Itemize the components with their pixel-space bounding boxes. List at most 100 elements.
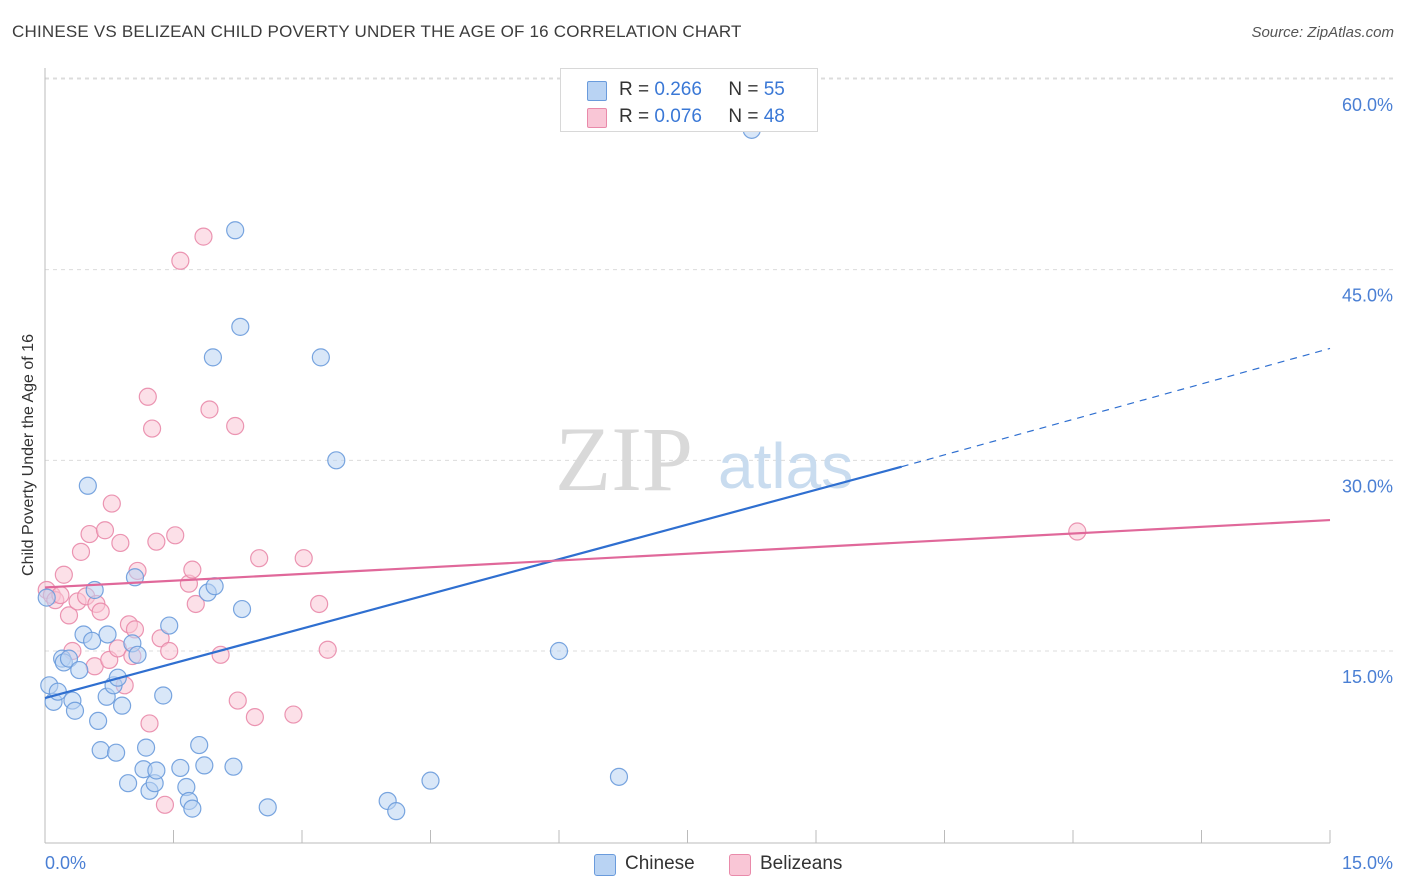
chinese-trend-line xyxy=(44,465,902,700)
belizean-trend-line xyxy=(44,518,1331,589)
legend-r-label-chinese: R = xyxy=(619,79,650,100)
belizean-point xyxy=(245,707,264,727)
chinese-point xyxy=(118,774,138,793)
chinese-point xyxy=(65,701,85,720)
data-points xyxy=(37,120,1087,821)
belizean-point xyxy=(318,640,337,659)
y-tick-label: 30.0% xyxy=(1342,476,1393,496)
source-label: Source: ZipAtlas.com xyxy=(1251,24,1394,41)
tick-labels: 15.0% 30.0% 45.0% 60.0% 0.0% 15.0% xyxy=(45,95,1393,873)
legend-n-value-chinese: 55 xyxy=(763,79,785,100)
legend-r-value-chinese: 0.266 xyxy=(654,79,702,100)
trend-lines xyxy=(44,347,1331,700)
chinese-point xyxy=(78,476,97,495)
series-label-chinese: Chinese xyxy=(625,853,695,874)
belizean-point xyxy=(183,560,202,579)
chinese-point xyxy=(59,649,79,668)
chinese-point xyxy=(136,738,156,757)
series-swatch-belizean xyxy=(729,854,751,876)
chinese-point xyxy=(232,599,252,619)
chinese-point xyxy=(609,767,629,786)
watermark-atlas: atlas xyxy=(718,430,853,502)
belizean-point xyxy=(80,524,99,544)
chinese-point xyxy=(258,798,277,817)
belizean-point xyxy=(186,594,205,614)
chinese-point xyxy=(48,682,67,701)
chinese-point xyxy=(98,625,117,644)
x-tick-label: 15.0% xyxy=(1342,853,1393,873)
chinese-point xyxy=(89,711,108,731)
chinese-point xyxy=(83,631,102,650)
chinese-point xyxy=(70,660,89,680)
legend-n-label-chinese: N = xyxy=(728,79,759,100)
belizean-point xyxy=(228,691,247,710)
legend-swatch-chinese xyxy=(587,81,607,101)
series-legend: Chinese Belizeans xyxy=(0,852,1406,878)
chinese-point xyxy=(183,799,202,818)
belizean-point xyxy=(140,714,159,733)
chinese-point xyxy=(387,802,406,821)
belizean-point xyxy=(95,521,115,540)
legend-n-label-belizean: N = xyxy=(728,106,759,127)
belizean-point xyxy=(1068,522,1087,541)
y-tick-label: 45.0% xyxy=(1342,286,1393,306)
legend-r-value-belizean: 0.076 xyxy=(654,106,702,127)
belizean-point xyxy=(155,795,175,814)
watermark-zip: ZIP xyxy=(555,408,693,510)
y-tick-label: 60.0% xyxy=(1342,95,1393,115)
chart-title: CHINESE VS BELIZEAN CHILD POVERTY UNDER … xyxy=(12,22,742,41)
belizean-point xyxy=(284,705,303,724)
chinese-point xyxy=(107,743,126,762)
belizean-point xyxy=(54,565,73,584)
belizean-point xyxy=(294,549,313,568)
axes xyxy=(44,68,1331,844)
belizean-point xyxy=(111,533,130,553)
belizean-point xyxy=(147,532,166,551)
belizean-point xyxy=(194,227,213,246)
chinese-point xyxy=(231,317,250,336)
belizean-point xyxy=(171,251,190,270)
chinese-point xyxy=(327,451,346,470)
belizean-point xyxy=(310,594,329,614)
belizean-point xyxy=(59,606,79,625)
chinese-point xyxy=(311,348,330,367)
series-swatch-chinese xyxy=(594,854,616,876)
belizean-point xyxy=(71,542,91,561)
legend-r-label-belizean: R = xyxy=(619,106,650,127)
grid-lines xyxy=(45,77,1395,652)
chinese-point xyxy=(37,588,56,607)
chinese-trend-extension xyxy=(901,347,1331,468)
chinese-point xyxy=(195,756,214,775)
chinese-point xyxy=(226,221,245,240)
legend-swatch-belizean xyxy=(587,108,607,128)
belizean-point xyxy=(142,419,162,438)
correlation-legend: R = 0.266 N = 55 R = 0.076 N = 48 xyxy=(560,68,818,132)
belizean-point xyxy=(160,641,179,661)
chinese-point xyxy=(549,641,569,661)
chinese-point xyxy=(147,761,166,780)
chinese-point xyxy=(128,645,147,664)
belizean-point xyxy=(91,602,110,621)
x-tick-label: 0.0% xyxy=(45,853,86,873)
chinese-point xyxy=(190,735,209,755)
chinese-point xyxy=(171,758,190,778)
chinese-point xyxy=(205,577,224,596)
chinese-point xyxy=(203,348,223,367)
legend-n-value-belizean: 48 xyxy=(763,106,785,127)
y-tick-label: 15.0% xyxy=(1342,667,1393,687)
belizean-point xyxy=(250,549,269,568)
chinese-point xyxy=(160,616,179,635)
chinese-point xyxy=(112,696,132,715)
chinese-point xyxy=(421,771,440,790)
belizean-point xyxy=(166,526,185,545)
chinese-point xyxy=(91,741,110,760)
chinese-point xyxy=(224,757,243,776)
series-label-belizean: Belizeans xyxy=(760,853,843,874)
belizean-point xyxy=(200,400,219,419)
belizean-point xyxy=(151,629,170,648)
chinese-point xyxy=(154,686,173,705)
belizean-point xyxy=(226,416,245,436)
y-axis-label: Child Poverty Under the Age of 16 xyxy=(20,334,37,576)
belizean-point xyxy=(102,494,121,513)
